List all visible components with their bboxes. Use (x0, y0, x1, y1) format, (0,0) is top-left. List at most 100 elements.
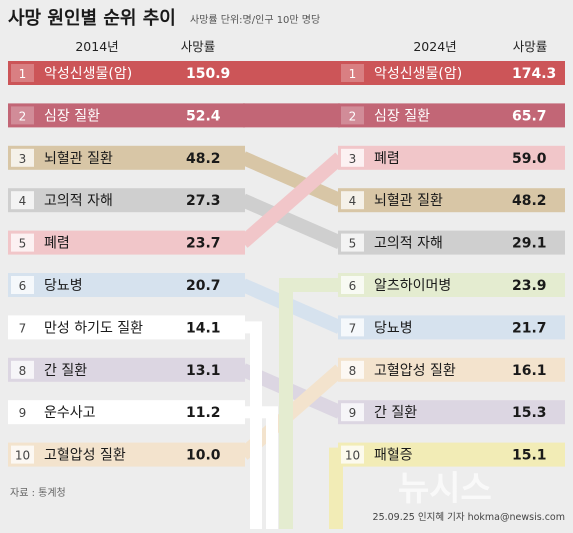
left-rank-box-4 (11, 191, 34, 210)
transition-line-3 (240, 151, 343, 207)
left-rank-2: 2 (19, 109, 27, 123)
left-bar-6 (8, 273, 245, 297)
left-rank-box-2 (11, 106, 34, 125)
left-cause-5: 폐렴 (44, 236, 70, 252)
left-rank-box-6 (11, 276, 34, 294)
right-row-2: 2 심장 질환 65.7 (338, 103, 565, 128)
left-row-6: 6 당뇨병 20.7 (8, 273, 245, 297)
left-cause-3: 뇌혈관 질환 (44, 151, 113, 167)
right-cause-7: 당뇨병 (374, 320, 413, 336)
left-value-6: 20.7 (186, 278, 221, 294)
left-bar-4 (8, 188, 245, 213)
left-rank-box-5 (11, 233, 34, 252)
left-bar-7 (8, 315, 245, 340)
right-rank-6: 6 (349, 279, 357, 293)
right-bar-9 (338, 400, 565, 425)
left-value-10: 10.0 (186, 448, 221, 464)
new-entry-line-2 (329, 447, 343, 529)
left-row-4: 4 고의적 자해 27.3 (8, 188, 245, 213)
right-row-3: 3 폐렴 59.0 (338, 145, 565, 170)
right-row-5: 5 고의적 자해 29.1 (338, 230, 565, 255)
left-row-10: 10 고혈압성 질환 10.0 (8, 442, 245, 467)
right-bar-2 (338, 103, 565, 128)
left-rank-box-3 (11, 148, 34, 167)
right-row-7: 7 당뇨병 21.7 (338, 315, 565, 340)
right-row-8: 8 고혈압성 질환 16.1 (338, 357, 565, 382)
left-row-3: 3 뇌혈관 질환 48.2 (8, 145, 245, 170)
left-rank-6: 6 (19, 279, 27, 293)
watermark: 뉴시스 (398, 469, 492, 509)
right-rank-7: 7 (349, 321, 357, 335)
right-cause-5: 고의적 자해 (374, 236, 443, 252)
left-bar-10 (8, 442, 245, 467)
left-rank-3: 3 (19, 152, 27, 166)
right-bar-7 (338, 315, 565, 340)
right-year-header: 2024년 (413, 39, 456, 54)
left-row-8: 8 간 질환 13.1 (8, 357, 245, 382)
right-rank-4: 4 (349, 194, 357, 208)
right-rank-box-9 (341, 403, 364, 422)
right-bar-10 (338, 442, 565, 467)
right-value-4: 48.2 (512, 193, 547, 209)
left-rank-box-1 (11, 64, 34, 82)
left-bar-5 (8, 230, 245, 255)
credit-line: 25.09.25 인지혜 기자 hokma@newsis.com (373, 511, 565, 523)
transition-line-5 (238, 152, 345, 248)
left-cause-10: 고혈압성 질환 (44, 448, 126, 464)
left-cause-2: 심장 질환 (44, 108, 100, 124)
right-value-6: 23.9 (512, 278, 547, 294)
right-cause-6: 알츠하이머병 (374, 278, 451, 294)
right-cause-2: 심장 질환 (374, 108, 430, 124)
right-cause-3: 폐렴 (374, 151, 400, 167)
left-rank-8: 8 (19, 364, 27, 378)
left-bar-1 (8, 61, 245, 85)
right-rank-box-4 (341, 191, 364, 210)
right-rank-box-1 (341, 64, 364, 82)
right-rank-box-8 (341, 360, 364, 379)
left-value-9: 11.2 (186, 405, 221, 421)
right-bar-5 (338, 230, 565, 255)
left-value-2: 52.4 (186, 108, 221, 124)
right-value-header: 사망률 (513, 39, 548, 54)
right-rank-2: 2 (349, 109, 357, 123)
right-cause-8: 고혈압성 질환 (374, 363, 456, 379)
new-entry-line-1 (279, 278, 338, 529)
left-row-1: 1 악성신생물(암) 150.9 (8, 61, 245, 85)
left-bar-3 (8, 145, 245, 170)
right-rank-9: 9 (349, 406, 357, 420)
left-rank-9: 9 (19, 406, 27, 420)
right-value-2: 65.7 (512, 108, 547, 124)
right-rank-3: 3 (349, 152, 357, 166)
left-value-4: 27.3 (186, 193, 221, 209)
right-bar-8 (338, 357, 565, 382)
left-bar-8 (8, 357, 245, 382)
right-bar-1 (338, 61, 565, 85)
left-rank-4: 4 (19, 194, 27, 208)
right-rank-box-7 (341, 318, 364, 337)
left-rank-box-10 (11, 445, 34, 464)
right-bar-4 (338, 188, 565, 213)
left-row-2: 2 심장 질환 52.4 (8, 103, 245, 128)
right-rank-box-2 (341, 106, 364, 125)
left-rank-box-8 (11, 360, 34, 379)
left-rank-1: 1 (19, 67, 27, 81)
left-cause-7: 만성 하기도 질환 (44, 320, 143, 336)
transition-lines (238, 61, 345, 529)
right-cause-9: 간 질환 (374, 405, 417, 421)
right-value-8: 16.1 (512, 363, 547, 379)
right-rank-8: 8 (349, 364, 357, 378)
left-value-7: 14.1 (186, 320, 221, 336)
source-note: 자료 : 통계청 (10, 487, 66, 499)
right-cause-10: 패혈증 (374, 448, 413, 464)
right-value-10: 15.1 (512, 448, 547, 464)
right-row-10: 10 패혈증 15.1 (338, 442, 565, 467)
right-bar-6 (338, 273, 565, 297)
rank-rows: 1 악성신생물(암) 150.9 2 심장 질환 52.4 3 뇌혈관 질환 48.2 4 고의적 … (8, 61, 565, 467)
right-row-6: 6 알츠하이머병 23.9 (338, 273, 565, 297)
left-rank-box-7 (11, 318, 34, 337)
right-value-7: 21.7 (512, 320, 547, 336)
right-rank-box-3 (341, 148, 364, 167)
left-row-9: 9 운수사고 11.2 (8, 400, 245, 425)
right-value-1: 174.3 (512, 66, 556, 82)
